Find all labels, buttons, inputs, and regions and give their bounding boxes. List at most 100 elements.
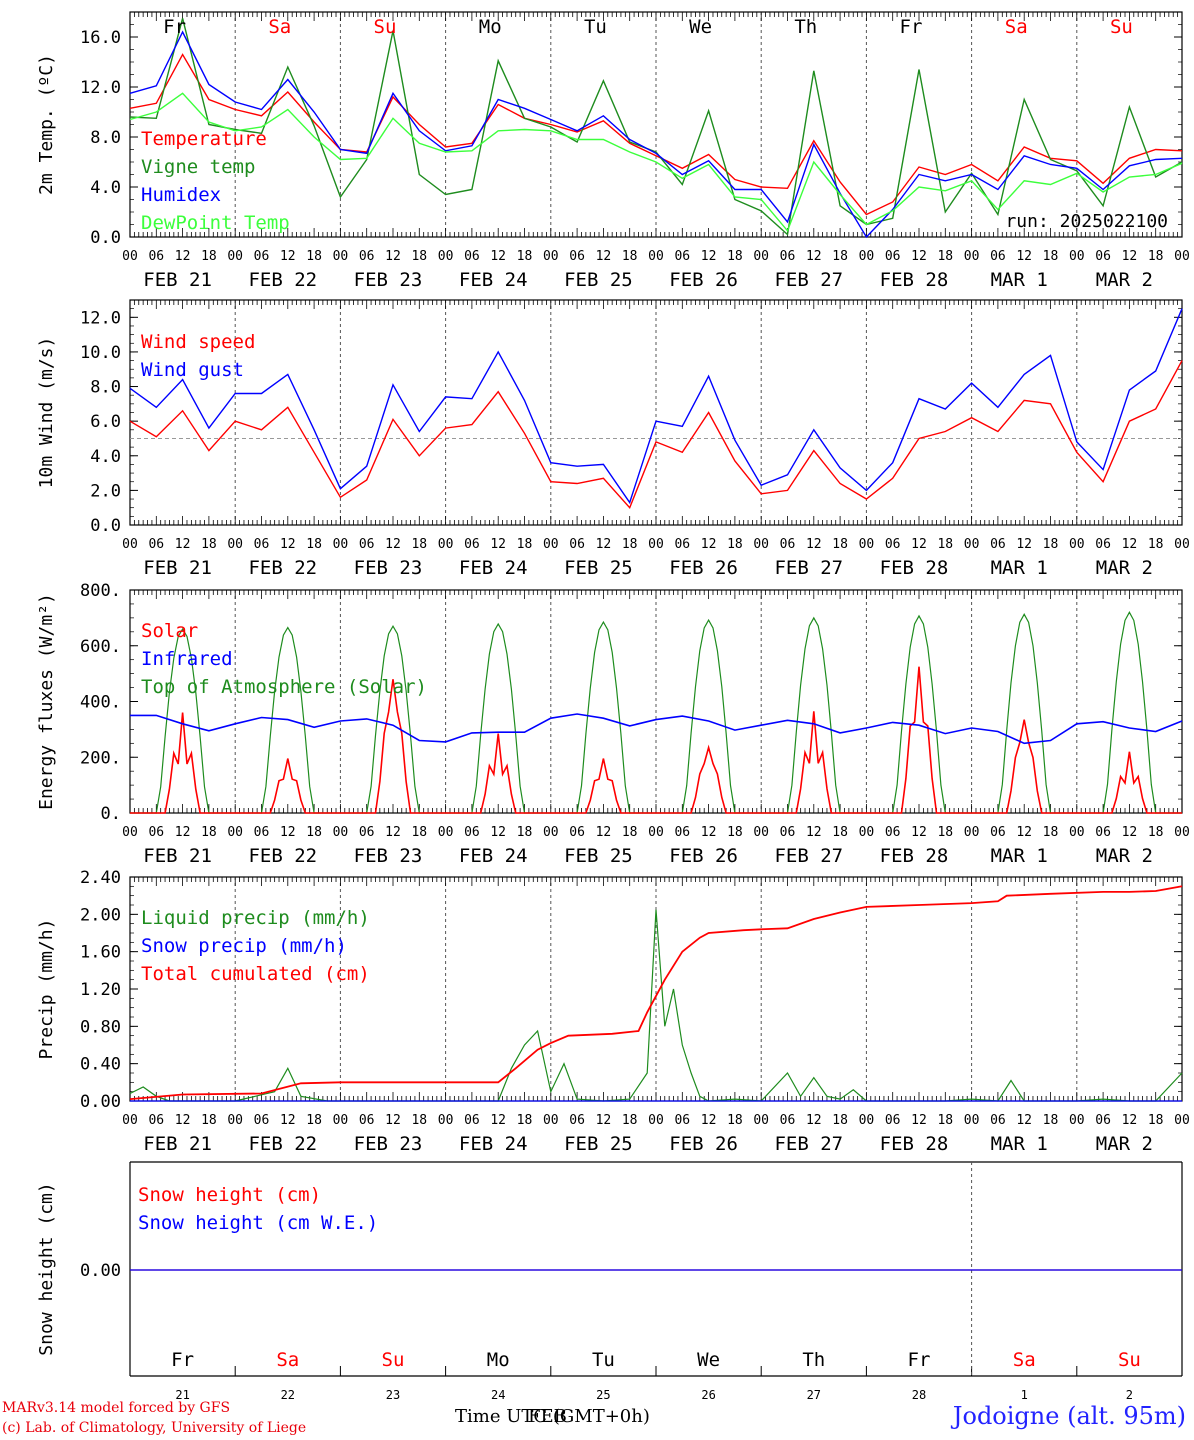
hour-tick-label: 18: [622, 249, 638, 264]
date-label: MAR 1: [991, 845, 1048, 867]
hour-tick-label: 12: [701, 537, 717, 552]
y-axis-label: Energy fluxes (W/m²): [36, 593, 57, 810]
hour-tick-label: 12: [1016, 249, 1032, 264]
hour-tick-label: 18: [517, 537, 533, 552]
y-tick-label: 0.0: [90, 516, 121, 536]
weekday-label: We: [689, 16, 712, 38]
hour-tick-label: 06: [569, 537, 585, 552]
y-tick-label: 2.0: [90, 481, 121, 501]
y-axis-label: Snow height (cm): [36, 1182, 57, 1355]
date-label: FEB 26: [669, 845, 738, 867]
hour-tick-label: 00: [964, 825, 980, 840]
hour-tick-label: 18: [937, 249, 953, 264]
weekday-label: Fr: [908, 1349, 931, 1371]
series-line-wind-gust: [129, 308, 1183, 505]
hour-tick-label: 18: [411, 249, 427, 264]
legend-entry: Snow precip (mm/h): [141, 935, 347, 957]
hour-tick-label: 00: [543, 825, 559, 840]
y-axis-label: Precip (mm/h): [36, 919, 57, 1060]
legend-entry: Vigne temp: [141, 156, 255, 178]
hour-tick-label: 18: [1148, 1113, 1164, 1128]
date-label: FEB 21: [143, 557, 212, 579]
y-tick-label: 200.: [80, 748, 121, 768]
hour-tick-label: 18: [201, 1113, 217, 1128]
hour-tick-label: 06: [674, 537, 690, 552]
hour-tick-label: 18: [1148, 249, 1164, 264]
hour-tick-label: 18: [201, 537, 217, 552]
hour-tick-label: 12: [596, 825, 612, 840]
day-number-label: 28: [912, 1388, 926, 1402]
hour-tick-label: 06: [569, 825, 585, 840]
hour-tick-label: 12: [806, 1113, 822, 1128]
y-tick-label: 0.80: [80, 1017, 121, 1037]
hour-tick-label: 12: [701, 825, 717, 840]
hour-tick-label: 06: [1095, 537, 1111, 552]
hour-tick-label: 18: [201, 825, 217, 840]
hour-tick-label: 18: [306, 249, 322, 264]
time-axis-label: Time UTC (GMT+0h) FEB: [455, 1406, 650, 1427]
hour-tick-label: 06: [780, 249, 796, 264]
hour-tick-label: 00: [122, 249, 138, 264]
hour-tick-label: 18: [517, 825, 533, 840]
hour-tick-label: 06: [464, 1113, 480, 1128]
hour-tick-label: 06: [780, 537, 796, 552]
series-line-dewpoint-temp: [129, 92, 1183, 233]
hour-tick-label: 18: [832, 537, 848, 552]
hour-tick-label: 12: [175, 1113, 191, 1128]
hour-tick-label: 00: [122, 537, 138, 552]
hour-tick-label: 18: [517, 1113, 533, 1128]
hour-tick-label: 12: [596, 249, 612, 264]
hour-tick-label: 00: [648, 825, 664, 840]
date-label: FEB 22: [248, 557, 317, 579]
hour-tick-label: 18: [622, 537, 638, 552]
hour-tick-label: 06: [464, 537, 480, 552]
hour-tick-label: 18: [1148, 537, 1164, 552]
hour-tick-label: 18: [411, 825, 427, 840]
y-tick-label: 12.0: [80, 78, 121, 98]
hour-tick-label: 18: [727, 825, 743, 840]
date-label: MAR 1: [991, 269, 1048, 291]
hour-tick-label: 00: [543, 537, 559, 552]
hour-tick-label: 00: [333, 249, 349, 264]
date-label: FEB 25: [564, 557, 633, 579]
hour-tick-label: 18: [937, 1113, 953, 1128]
hour-tick-label: 00: [1174, 825, 1190, 840]
y-tick-label: 8.0: [90, 128, 121, 148]
date-label: FEB 28: [880, 269, 949, 291]
hour-tick-label: 12: [911, 1113, 927, 1128]
date-label: FEB 23: [354, 269, 423, 291]
legend-entry: Total cumulated (cm): [141, 963, 370, 985]
hour-tick-label: 00: [648, 1113, 664, 1128]
date-label: FEB 28: [880, 1133, 949, 1155]
hour-tick-label: 12: [1122, 537, 1138, 552]
hour-tick-label: 18: [727, 1113, 743, 1128]
y-tick-label: 10.0: [80, 343, 121, 363]
hour-tick-label: 06: [1095, 1113, 1111, 1128]
hour-tick-label: 06: [464, 825, 480, 840]
weekday-label: Su: [1110, 16, 1133, 38]
series-line-vigne-temp: [129, 18, 1183, 236]
hour-tick-label: 12: [280, 1113, 296, 1128]
hour-tick-label: 12: [1016, 825, 1032, 840]
hour-tick-label: 00: [964, 1113, 980, 1128]
hour-tick-label: 18: [411, 537, 427, 552]
date-label: FEB 26: [669, 1133, 738, 1155]
hour-tick-label: 18: [622, 1113, 638, 1128]
day-number-label: 25: [596, 1388, 610, 1402]
hour-tick-label: 00: [1174, 249, 1190, 264]
hour-tick-label: 18: [1043, 825, 1059, 840]
legend-entry: Snow height (cm): [138, 1184, 321, 1206]
y-tick-label: 600.: [80, 637, 121, 657]
date-label: MAR 1: [991, 1133, 1048, 1155]
hour-tick-label: 00: [333, 1113, 349, 1128]
date-label: FEB 22: [248, 845, 317, 867]
hour-tick-label: 18: [306, 1113, 322, 1128]
hour-tick-label: 18: [622, 825, 638, 840]
date-label: FEB 24: [459, 1133, 528, 1155]
time-axis-overlap: FEB: [528, 1406, 567, 1427]
weekday-label: Fr: [163, 16, 186, 38]
y-tick-label: 1.60: [80, 943, 121, 963]
date-label: FEB 25: [564, 269, 633, 291]
day-number-label: 26: [701, 1388, 715, 1402]
